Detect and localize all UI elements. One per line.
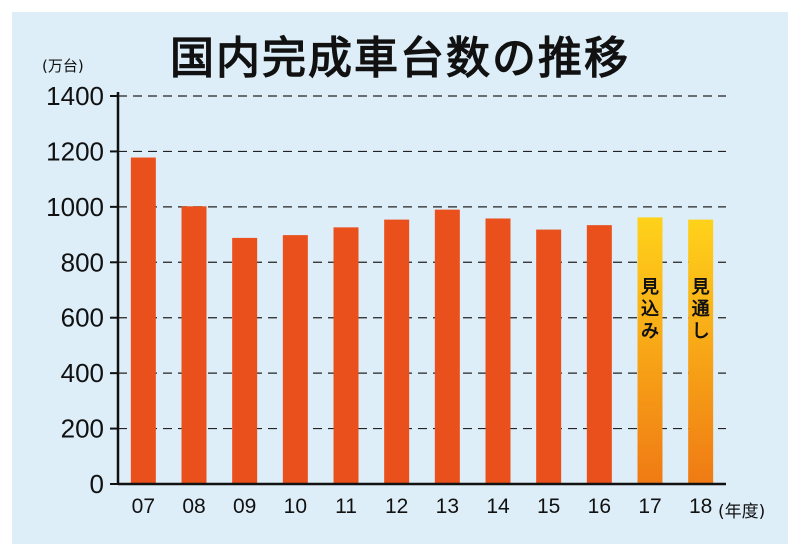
- x-tick-label: 09: [233, 495, 256, 518]
- bar-08: [181, 206, 207, 484]
- bar-14: [485, 218, 511, 485]
- x-tick-label: 10: [284, 495, 307, 518]
- bar-note-char: し: [692, 321, 710, 342]
- bar-10: [282, 235, 308, 484]
- bar-18: [688, 219, 714, 484]
- bars: [130, 157, 714, 485]
- y-tick-label: 1000: [46, 192, 104, 222]
- x-tick-label: 11: [335, 495, 357, 518]
- y-tick-label: 0: [90, 469, 104, 499]
- x-tick-label: 16: [588, 495, 611, 518]
- bar-17: [637, 217, 663, 485]
- x-tick-label: 08: [182, 495, 205, 518]
- x-tick-label: 12: [385, 495, 408, 518]
- y-tick-label: 1400: [46, 81, 104, 111]
- y-tick-label: 400: [61, 358, 104, 388]
- chart-title: 国内完成車台数の推移: [170, 33, 630, 84]
- bar-16: [586, 225, 612, 485]
- x-axis-unit: (年度): [718, 502, 766, 522]
- x-tick-label: 07: [132, 495, 155, 518]
- x-tick-label: 13: [436, 495, 459, 518]
- bar-07: [130, 157, 156, 485]
- axes: [110, 92, 726, 486]
- bar-13: [434, 209, 460, 484]
- bar-note-char: み: [641, 321, 659, 342]
- y-tick-label: 600: [61, 303, 104, 333]
- bar-note-char: 見: [640, 277, 659, 298]
- bar-note-char: 通: [692, 299, 710, 320]
- grid-lines: [118, 95, 726, 430]
- x-tick-label: 15: [537, 495, 560, 518]
- y-tick-label: 200: [61, 414, 104, 444]
- y-tick-label: 800: [61, 247, 104, 277]
- bar-12: [384, 219, 410, 484]
- bar-note-char: 込: [641, 299, 659, 320]
- x-tick-label: 18: [689, 495, 712, 518]
- bar-note-char: 見: [691, 277, 710, 298]
- y-tick-label: 1200: [46, 136, 104, 166]
- bar-09: [232, 237, 258, 484]
- x-tick-label: 14: [486, 495, 510, 518]
- y-axis-unit: (万台): [42, 57, 84, 75]
- x-tick-labels: 07 08 09 10 11 12 13 14 15 16 17 18: [132, 495, 713, 518]
- bar-11: [333, 227, 359, 484]
- x-tick-label: 17: [638, 495, 661, 518]
- bar-15: [536, 229, 562, 484]
- y-tick-labels: 0 200 400 600 800 1000 1200 1400: [46, 81, 104, 499]
